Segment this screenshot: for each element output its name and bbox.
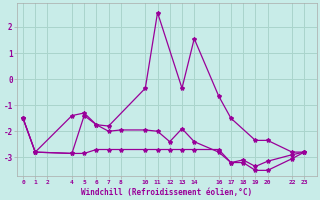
X-axis label: Windchill (Refroidissement éolien,°C): Windchill (Refroidissement éolien,°C) (81, 188, 252, 197)
